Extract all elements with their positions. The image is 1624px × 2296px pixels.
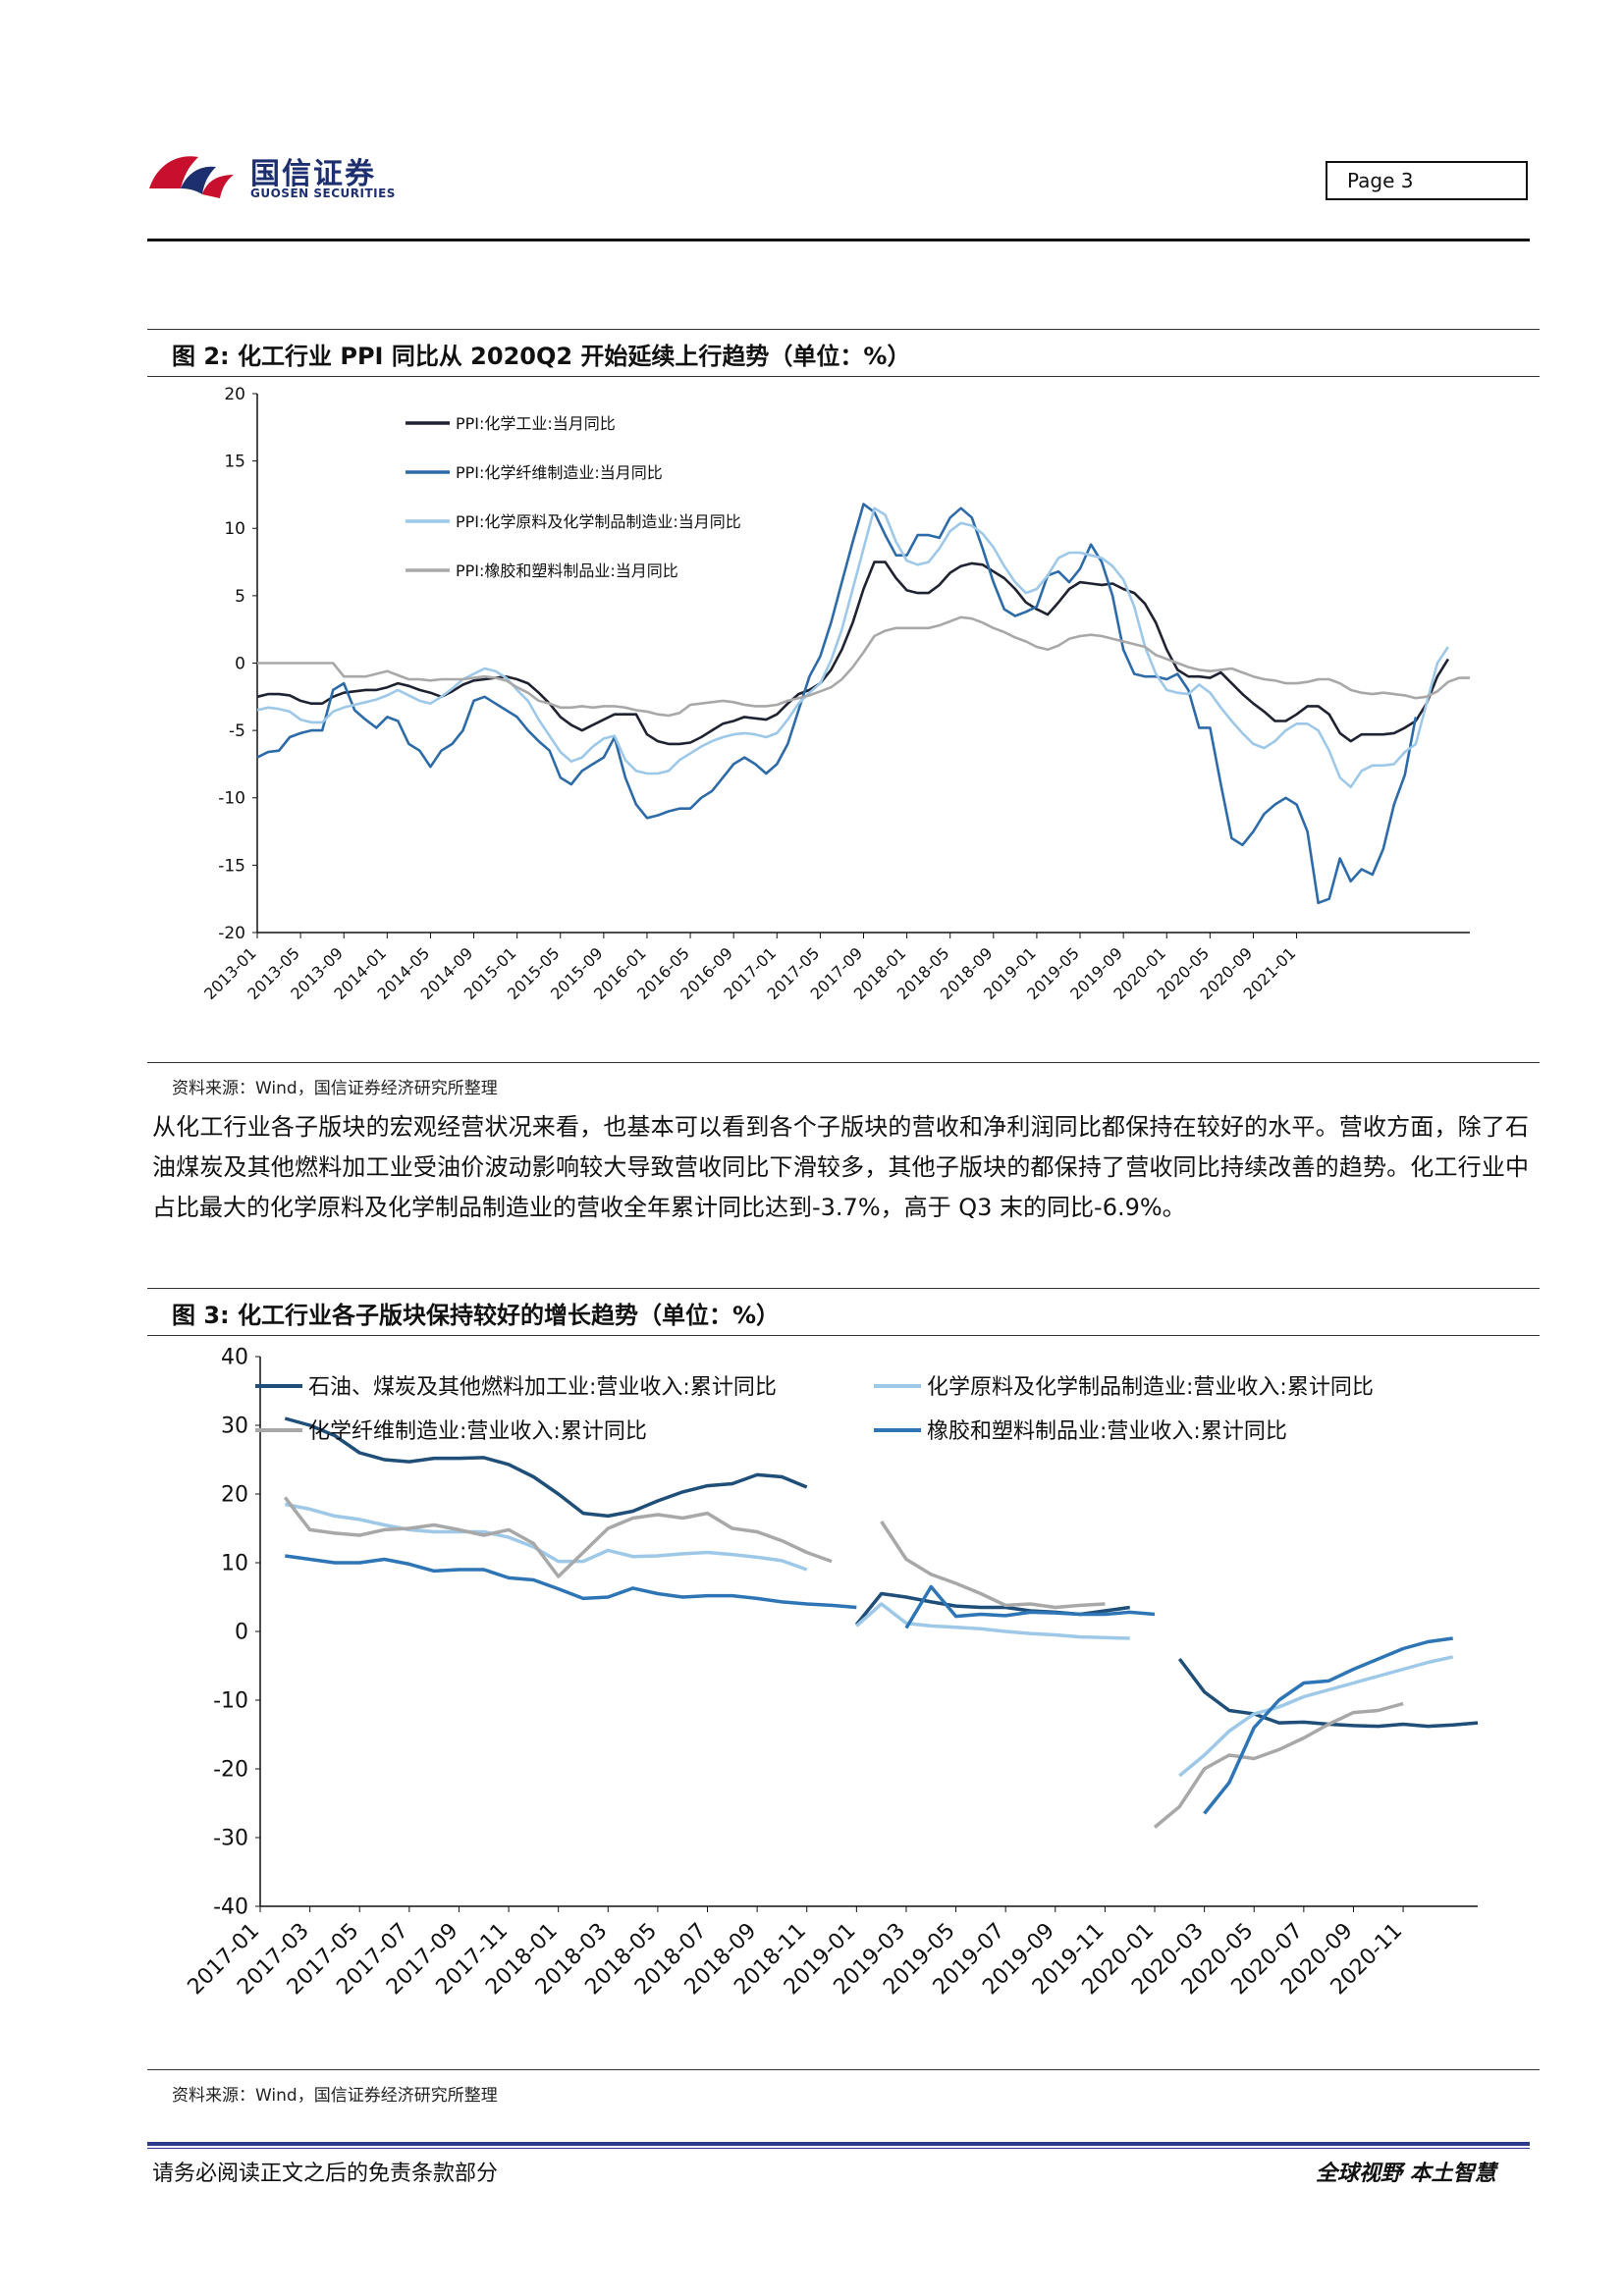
legend-label-2: 化学原料及化学制品制造业:营业收入:累计同比: [927, 1375, 1374, 1400]
series-line-1: [256, 561, 1450, 746]
y-tick-label: 20: [224, 385, 245, 404]
figure2-title: 图 2: 化工行业 PPI 同比从 2020Q2 开始延续上行趋势（单位：%）: [172, 343, 911, 370]
series-line-4: [257, 615, 1470, 718]
y-tick-label: 30: [221, 1415, 248, 1439]
y-tick-label: -20: [213, 1758, 248, 1783]
y-tick-label: -10: [213, 1689, 248, 1714]
header-divider: [147, 239, 1530, 241]
y-tick-label: 10: [221, 1552, 248, 1576]
figure3-title-rule: [147, 1335, 1540, 1336]
y-tick-label: 10: [224, 519, 245, 539]
y-tick-label: -40: [213, 1896, 248, 1920]
legend-label-1: 石油、煤炭及其他燃料加工业:营业收入:累计同比: [308, 1375, 777, 1400]
body-paragraph: 从化工行业各子版块的宏观经营状况来看，也基本可以看到各个子版块的营收和净利润同比…: [152, 1107, 1529, 1228]
logo-text-cn: 国信证券: [250, 157, 376, 191]
y-tick-label: 0: [235, 654, 245, 673]
paragraph-text: 从化工行业各子版块的宏观经营状况来看，也基本可以看到各个子版块的营收和净利润同比…: [152, 1113, 1529, 1221]
legend-label-1: PPI:化学工业:当月同比: [456, 414, 616, 433]
figure2-bottom-rule: [147, 1062, 1540, 1063]
legend-label-4: PPI:橡胶和塑料制品业:当月同比: [456, 561, 678, 580]
y-tick-label: 15: [224, 453, 245, 472]
legend-label-4: 橡胶和塑料制品业:营业收入:累计同比: [927, 1419, 1287, 1444]
legend-label-3: PPI:化学原料及化学制品制造业:当月同比: [456, 512, 741, 531]
series-line-3: [256, 507, 1449, 789]
y-tick-label: -15: [218, 856, 245, 876]
series-line-3: [283, 1496, 1404, 1829]
logo-mark-icon: [149, 156, 234, 198]
footer-slogan: 全球视野 本土智慧: [1316, 2161, 1496, 2186]
y-tick-label: -10: [218, 789, 245, 809]
figure2-chart: -20-15-10-5051015202013-012013-052013-09…: [200, 385, 1470, 1003]
figure3-top-rule: [147, 1288, 1540, 1289]
y-tick-label: 5: [235, 587, 245, 607]
series-line-1: [284, 1416, 1479, 1729]
figure2-top-rule: [147, 329, 1540, 330]
figure3-bottom-rule: [147, 2069, 1540, 2070]
page-number: Page 3: [1326, 161, 1528, 200]
logo-text-en: GUOSEN SECURITIES: [250, 187, 396, 200]
y-tick-label: -30: [213, 1827, 248, 1851]
y-tick-label: 0: [235, 1621, 248, 1645]
y-tick-label: -20: [218, 924, 245, 943]
figure2-source: 资料来源：Wind，国信证券经济研究所整理: [172, 1079, 498, 1098]
legend-label-2: PPI:化学纤维制造业:当月同比: [456, 463, 663, 482]
legend-label-3: 化学纤维制造业:营业收入:累计同比: [308, 1419, 647, 1444]
y-tick-label: 40: [221, 1346, 248, 1370]
figure3-chart: -40-30-20-100102030402017-012017-032017-…: [184, 1346, 1479, 2000]
figure3-title: 图 3: 化工行业各子版块保持较好的增长趋势（单位：%）: [172, 1302, 781, 1329]
series-line-4: [285, 1554, 1453, 1815]
y-tick-label: -5: [229, 721, 245, 741]
footer-divider: [147, 2142, 1530, 2146]
footer-divider-thin: [147, 2148, 1530, 2149]
figure2-title-rule: [147, 376, 1540, 377]
series-line-2: [284, 1502, 1454, 1778]
series-line-2: [256, 503, 1418, 905]
figure3-source: 资料来源：Wind，国信证券经济研究所整理: [172, 2086, 498, 2106]
guosen-logo: [147, 145, 393, 206]
footer-disclaimer: 请务必阅读正文之后的免责条款部分: [152, 2162, 499, 2186]
y-tick-label: 20: [221, 1483, 248, 1508]
